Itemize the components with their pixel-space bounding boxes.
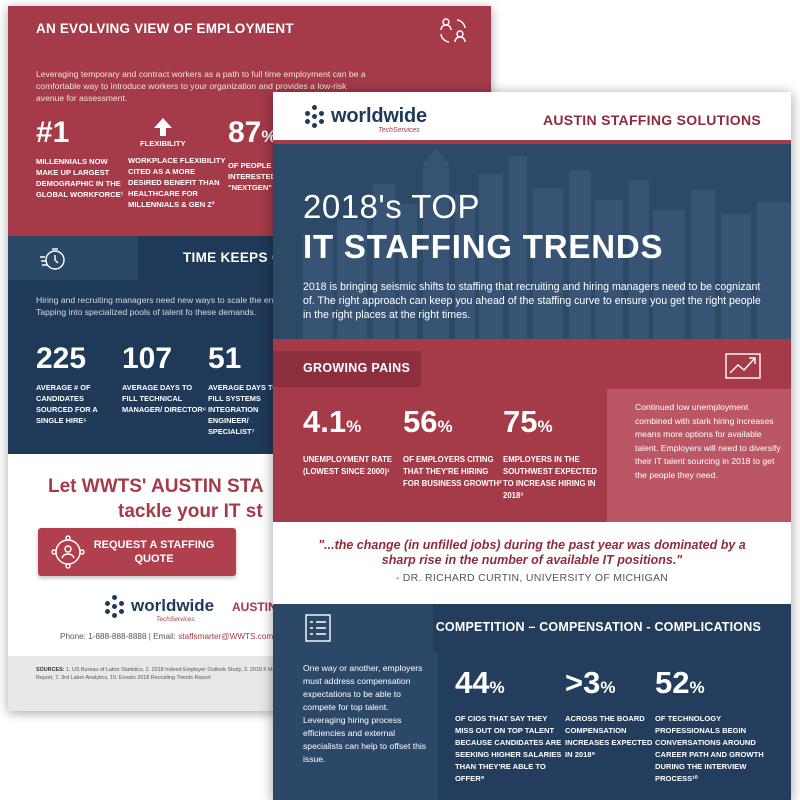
contact-line: Phone: 1-888-888-8888 | Email: staffsmar… xyxy=(60,632,273,641)
arrow-up-stem xyxy=(160,128,166,136)
growing-sidebar-text: Continued low unemployment combined with… xyxy=(635,402,781,480)
stat-compensation: >3% ACROSS THE BOARD COMPENSATION INCREA… xyxy=(565,666,655,785)
evolving-intro: Leveraging temporary and contract worker… xyxy=(36,69,366,103)
stat-label: MILLENNIALS NOW MAKE UP LARGEST DEMOGRAP… xyxy=(36,157,124,199)
sources-text: 1. US Bureau of Labor Statistics, 2. 201… xyxy=(36,667,455,681)
hero-title-line-1: 2018's TOP xyxy=(303,188,481,225)
quote-section: "...the change (in unfilled jobs) during… xyxy=(273,522,791,604)
stat-title: FLEXIBILITY xyxy=(140,139,186,148)
austin-text: AUSTIN xyxy=(232,600,277,614)
stat-label: UNEMPLOYMENT RATE (LOWEST SINCE 2000)¹ xyxy=(303,455,393,476)
hero-title-line-2: IT STAFFING TRENDS xyxy=(303,228,664,265)
stat-gig: 87% OF PEOPLE IN THE U.S. INTERESTED IN … xyxy=(228,116,338,210)
stat-number: 51 xyxy=(208,342,242,375)
growing-pains-section: GROWING PAINS 4.1% UNEMPLOYMENT RATE (LO… xyxy=(273,339,791,522)
back-logo: worldwide xyxy=(103,594,214,618)
stat-unemployment: 4.1% UNEMPLOYMENT RATE (LOWEST SINCE 200… xyxy=(303,405,403,502)
growing-pains-title: GROWING PAINS xyxy=(303,361,411,375)
trend-chart-icon xyxy=(725,353,761,379)
request-quote-label: REQUEST A STAFFING QUOTE xyxy=(93,539,215,565)
quote-author: - DR. RICHARD CURTIN, UNIVERSITY OF MICH… xyxy=(395,572,669,584)
arrow-up-icon xyxy=(154,118,172,128)
sources-label: SOURCES: xyxy=(36,667,65,673)
growing-stats: 4.1% UNEMPLOYMENT RATE (LOWEST SINCE 200… xyxy=(303,405,603,502)
stat-cios: 44% OF CIOS THAT SAY THEY MISS OUT ON TO… xyxy=(455,666,565,785)
growing-pains-band xyxy=(273,351,421,387)
stat-tech-professionals: 52% OF TECHNOLOGY PROFESSIONALS BEGIN CO… xyxy=(655,666,765,785)
logo-subtext: TechServices xyxy=(156,616,195,623)
stat-number: 56% xyxy=(403,404,453,439)
stat-number: 107 xyxy=(122,342,173,375)
stat-manager-days: 107 AVERAGE DAYS TO FILL TECHNICAL MANAG… xyxy=(122,342,208,437)
evolving-header: AN EVOLVING VIEW OF EMPLOYMENT xyxy=(8,6,491,50)
stat-number: 4.1% xyxy=(303,404,362,439)
stat-southwest: 75% EMPLOYERS IN THE SOUTHWEST EXPECTED … xyxy=(503,405,603,502)
logo-text: worldwide xyxy=(131,596,215,615)
stat-label: OF PEOPLE IN THE U.S. INTERESTED IN GIG … xyxy=(228,161,316,192)
stat-candidates: 225 AVERAGE # OF CANDIDATES SOURCED FOR … xyxy=(36,342,122,437)
stat-number: 52% xyxy=(655,665,705,700)
cta-section: Let WWTS' AUSTIN STA tackle your IT st xyxy=(8,454,491,524)
checklist-icon xyxy=(305,614,331,642)
competition-title: COMPETITION – COMPENSATION - COMPLICATIO… xyxy=(435,620,761,634)
stat-number: #1 xyxy=(36,116,70,149)
stat-label: ACROSS THE BOARD COMPENSATION INCREASES … xyxy=(565,714,653,759)
competition-band xyxy=(273,604,433,652)
stat-number: 87% xyxy=(228,116,277,149)
people-cycle-icon xyxy=(440,18,466,43)
evolving-section: Leveraging temporary and contract worker… xyxy=(8,50,491,236)
stat-label: OF EMPLOYERS CITING THAT THEY'RE HIRING … xyxy=(403,455,502,488)
time-stats: 225 AVERAGE # OF CANDIDATES SOURCED FOR … xyxy=(36,342,294,437)
stat-label: AVERAGE DAYS TO FILL SYSTEMS INTEGRATION… xyxy=(208,383,279,436)
stat-label: OF TECHNOLOGY PROFESSIONALS BEGIN CONVER… xyxy=(655,714,764,783)
globe-dots-icon xyxy=(103,594,127,618)
cta-line-2: tackle your IT st xyxy=(118,501,263,522)
city-skyline-image xyxy=(303,148,791,339)
cta-line-1: Let WWTS' AUSTIN STA xyxy=(48,476,264,497)
stat-number: 44% xyxy=(455,665,505,700)
hero-section: 2018's TOP IT STAFFING TRENDS 2018 is br… xyxy=(273,144,791,339)
hero-intro: 2018 is bringing seismic shifts to staff… xyxy=(303,281,761,321)
time-band-accent xyxy=(8,236,138,280)
stat-label: WORKPLACE FLEXIBILITY CITED AS A MORE DE… xyxy=(128,156,226,209)
growing-sidebar: Continued low unemployment combined with… xyxy=(607,389,791,522)
stat-label: AVERAGE # OF CANDIDATES SOURCED FOR A SI… xyxy=(36,383,98,425)
time-intro: Hiring and recruiting managers need new … xyxy=(36,295,350,317)
logo-subtext: TechServices xyxy=(378,127,420,134)
competition-stats: 44% OF CIOS THAT SAY THEY MISS OUT ON TO… xyxy=(455,666,765,785)
stat-label: EMPLOYERS IN THE SOUTHWEST EXPECTED TO I… xyxy=(503,455,598,500)
stat-engineer-days: 51 AVERAGE DAYS TO FILL SYSTEMS INTEGRAT… xyxy=(208,342,294,437)
network-person-icon xyxy=(51,535,85,569)
competition-section: COMPETITION – COMPENSATION - COMPLICATIO… xyxy=(273,604,791,800)
globe-dots-icon xyxy=(303,104,327,128)
front-logo: worldwide TechServices xyxy=(303,104,427,134)
front-page: worldwide TechServices AUSTIN STAFFING S… xyxy=(273,92,791,800)
stopwatch-icon xyxy=(40,248,65,270)
header-rule xyxy=(273,140,791,144)
stat-growth-hiring: 56% OF EMPLOYERS CITING THAT THEY'RE HIR… xyxy=(403,405,503,502)
stat-millennials: #1 MILLENNIALS NOW MAKE UP LARGEST DEMOG… xyxy=(36,116,128,210)
email-link[interactable]: staffsmarter@WWTS.com xyxy=(178,632,274,641)
front-header-title: AUSTIN STAFFING SOLUTIONS xyxy=(542,112,761,128)
stat-number: 75% xyxy=(503,404,553,439)
logo-text: worldwide xyxy=(331,104,427,127)
competition-sidebar: One way or another, employers must addre… xyxy=(273,652,438,800)
stat-number: 225 xyxy=(36,342,87,375)
stat-label: AVERAGE DAYS TO FILL TECHNICAL MANAGER/ … xyxy=(122,383,207,414)
evolving-title: AN EVOLVING VIEW OF EMPLOYMENT xyxy=(36,20,294,36)
stat-flexibility: FLEXIBILITY WORKPLACE FLEXIBILITY CITED … xyxy=(128,116,228,210)
stat-number: >3% xyxy=(565,665,616,700)
phone-number: Phone: 1-888-888-8888 xyxy=(60,632,147,641)
competition-sidebar-text: One way or another, employers must addre… xyxy=(303,663,427,764)
request-quote-button[interactable]: REQUEST A STAFFING QUOTE xyxy=(38,528,236,576)
stat-label: OF CIOS THAT SAY THEY MISS OUT ON TOP TA… xyxy=(455,714,562,783)
email-label: | Email: xyxy=(148,632,176,641)
quote-text: "...the change (in unfilled jobs) during… xyxy=(318,538,746,567)
evolving-stats: #1 MILLENNIALS NOW MAKE UP LARGEST DEMOG… xyxy=(36,116,463,210)
